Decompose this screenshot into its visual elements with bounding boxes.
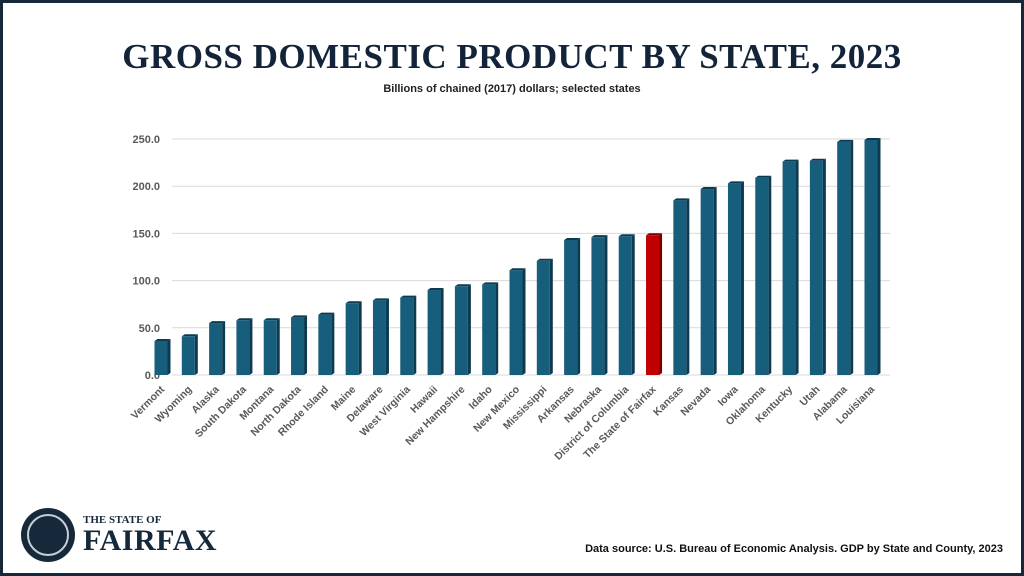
bar-top bbox=[782, 159, 799, 162]
data-source: Data source: U.S. Bureau of Economic Ana… bbox=[585, 543, 1003, 555]
bar bbox=[755, 177, 769, 375]
bar-top bbox=[727, 181, 744, 184]
bar-side bbox=[249, 318, 253, 375]
bar-side bbox=[850, 139, 854, 375]
bar-side bbox=[659, 233, 663, 375]
bar bbox=[782, 161, 796, 375]
bar-side bbox=[795, 159, 799, 375]
bar-top bbox=[509, 268, 526, 271]
bar bbox=[618, 236, 632, 375]
logo-line1: THE STATE OF bbox=[83, 513, 162, 526]
bar bbox=[454, 286, 468, 375]
bar bbox=[263, 320, 277, 375]
bar-side bbox=[577, 238, 581, 375]
bar-top bbox=[263, 318, 280, 321]
y-tick-label: 150.0 bbox=[132, 228, 160, 240]
bar bbox=[345, 303, 359, 375]
bar-top bbox=[864, 137, 881, 140]
bar-side bbox=[467, 284, 471, 375]
bar bbox=[536, 260, 550, 375]
seal-icon bbox=[21, 508, 75, 562]
bar bbox=[318, 314, 332, 375]
bar-top bbox=[427, 288, 444, 291]
bar-side bbox=[713, 187, 717, 375]
logo-line2: FAIRFAX bbox=[83, 523, 218, 557]
bar bbox=[727, 183, 741, 375]
bar-top bbox=[700, 187, 717, 190]
y-tick-label: 250.0 bbox=[132, 134, 160, 146]
x-tick-label: Nevada bbox=[678, 384, 713, 419]
bar-top bbox=[618, 234, 635, 237]
bar-highlight bbox=[646, 235, 660, 375]
bar-top bbox=[181, 334, 198, 337]
fairfax-logo: THE STATE OF FAIRFAX bbox=[21, 508, 217, 562]
chart-subtitle: Billions of chained (2017) dollars; sele… bbox=[383, 83, 641, 95]
bar-side bbox=[522, 268, 526, 375]
bar bbox=[591, 237, 605, 375]
bar bbox=[809, 160, 823, 375]
bar-top bbox=[646, 233, 663, 236]
y-tick-label: 200.0 bbox=[132, 181, 160, 193]
bar bbox=[864, 139, 878, 375]
bar-top bbox=[673, 198, 690, 201]
bar-side bbox=[194, 334, 198, 375]
bar-side bbox=[358, 301, 362, 375]
bar-top bbox=[755, 175, 772, 178]
bar bbox=[427, 290, 441, 375]
bar-top bbox=[454, 284, 471, 287]
bar bbox=[564, 240, 578, 375]
bar-top bbox=[372, 298, 389, 301]
bar-side bbox=[877, 137, 881, 375]
bar-top bbox=[209, 321, 226, 324]
bar bbox=[209, 323, 223, 375]
bar bbox=[509, 270, 523, 375]
bar-top bbox=[400, 295, 417, 298]
bar-side bbox=[686, 198, 690, 375]
bar-side bbox=[631, 234, 635, 375]
bar bbox=[400, 297, 414, 375]
bar-side bbox=[440, 288, 444, 375]
bar-side bbox=[222, 321, 226, 375]
bar-side bbox=[495, 282, 499, 375]
bar-side bbox=[822, 158, 826, 375]
bar-top bbox=[564, 238, 581, 241]
bar bbox=[673, 200, 687, 375]
bar bbox=[154, 341, 168, 375]
y-tick-label: 50.0 bbox=[139, 323, 160, 335]
bar-side bbox=[604, 235, 608, 375]
bar-side bbox=[276, 318, 280, 375]
bar-side bbox=[549, 258, 553, 375]
bar bbox=[837, 141, 851, 375]
bar-side bbox=[167, 339, 171, 375]
bar-top bbox=[236, 318, 253, 321]
bar-side bbox=[413, 295, 417, 375]
y-tick-label: 100.0 bbox=[132, 276, 160, 288]
bar bbox=[482, 284, 496, 375]
bar-side bbox=[331, 312, 335, 375]
bar-top bbox=[154, 339, 171, 342]
bar-side bbox=[385, 298, 389, 375]
bar-top bbox=[318, 312, 335, 315]
bar bbox=[700, 189, 714, 375]
chart-title: GROSS DOMESTIC PRODUCT BY STATE, 2023 bbox=[122, 37, 902, 76]
bar-top bbox=[345, 301, 362, 304]
bar bbox=[236, 320, 250, 375]
bar-top bbox=[809, 158, 826, 161]
bar bbox=[291, 317, 305, 375]
bar bbox=[181, 336, 195, 375]
bar-top bbox=[536, 258, 553, 261]
bar-side bbox=[304, 315, 308, 375]
bar bbox=[372, 300, 386, 375]
bar-top bbox=[482, 282, 499, 285]
bar-side bbox=[768, 175, 772, 375]
bar-top bbox=[291, 315, 308, 318]
bar-top bbox=[837, 139, 854, 142]
bar-side bbox=[740, 181, 744, 375]
bar-top bbox=[591, 235, 608, 238]
